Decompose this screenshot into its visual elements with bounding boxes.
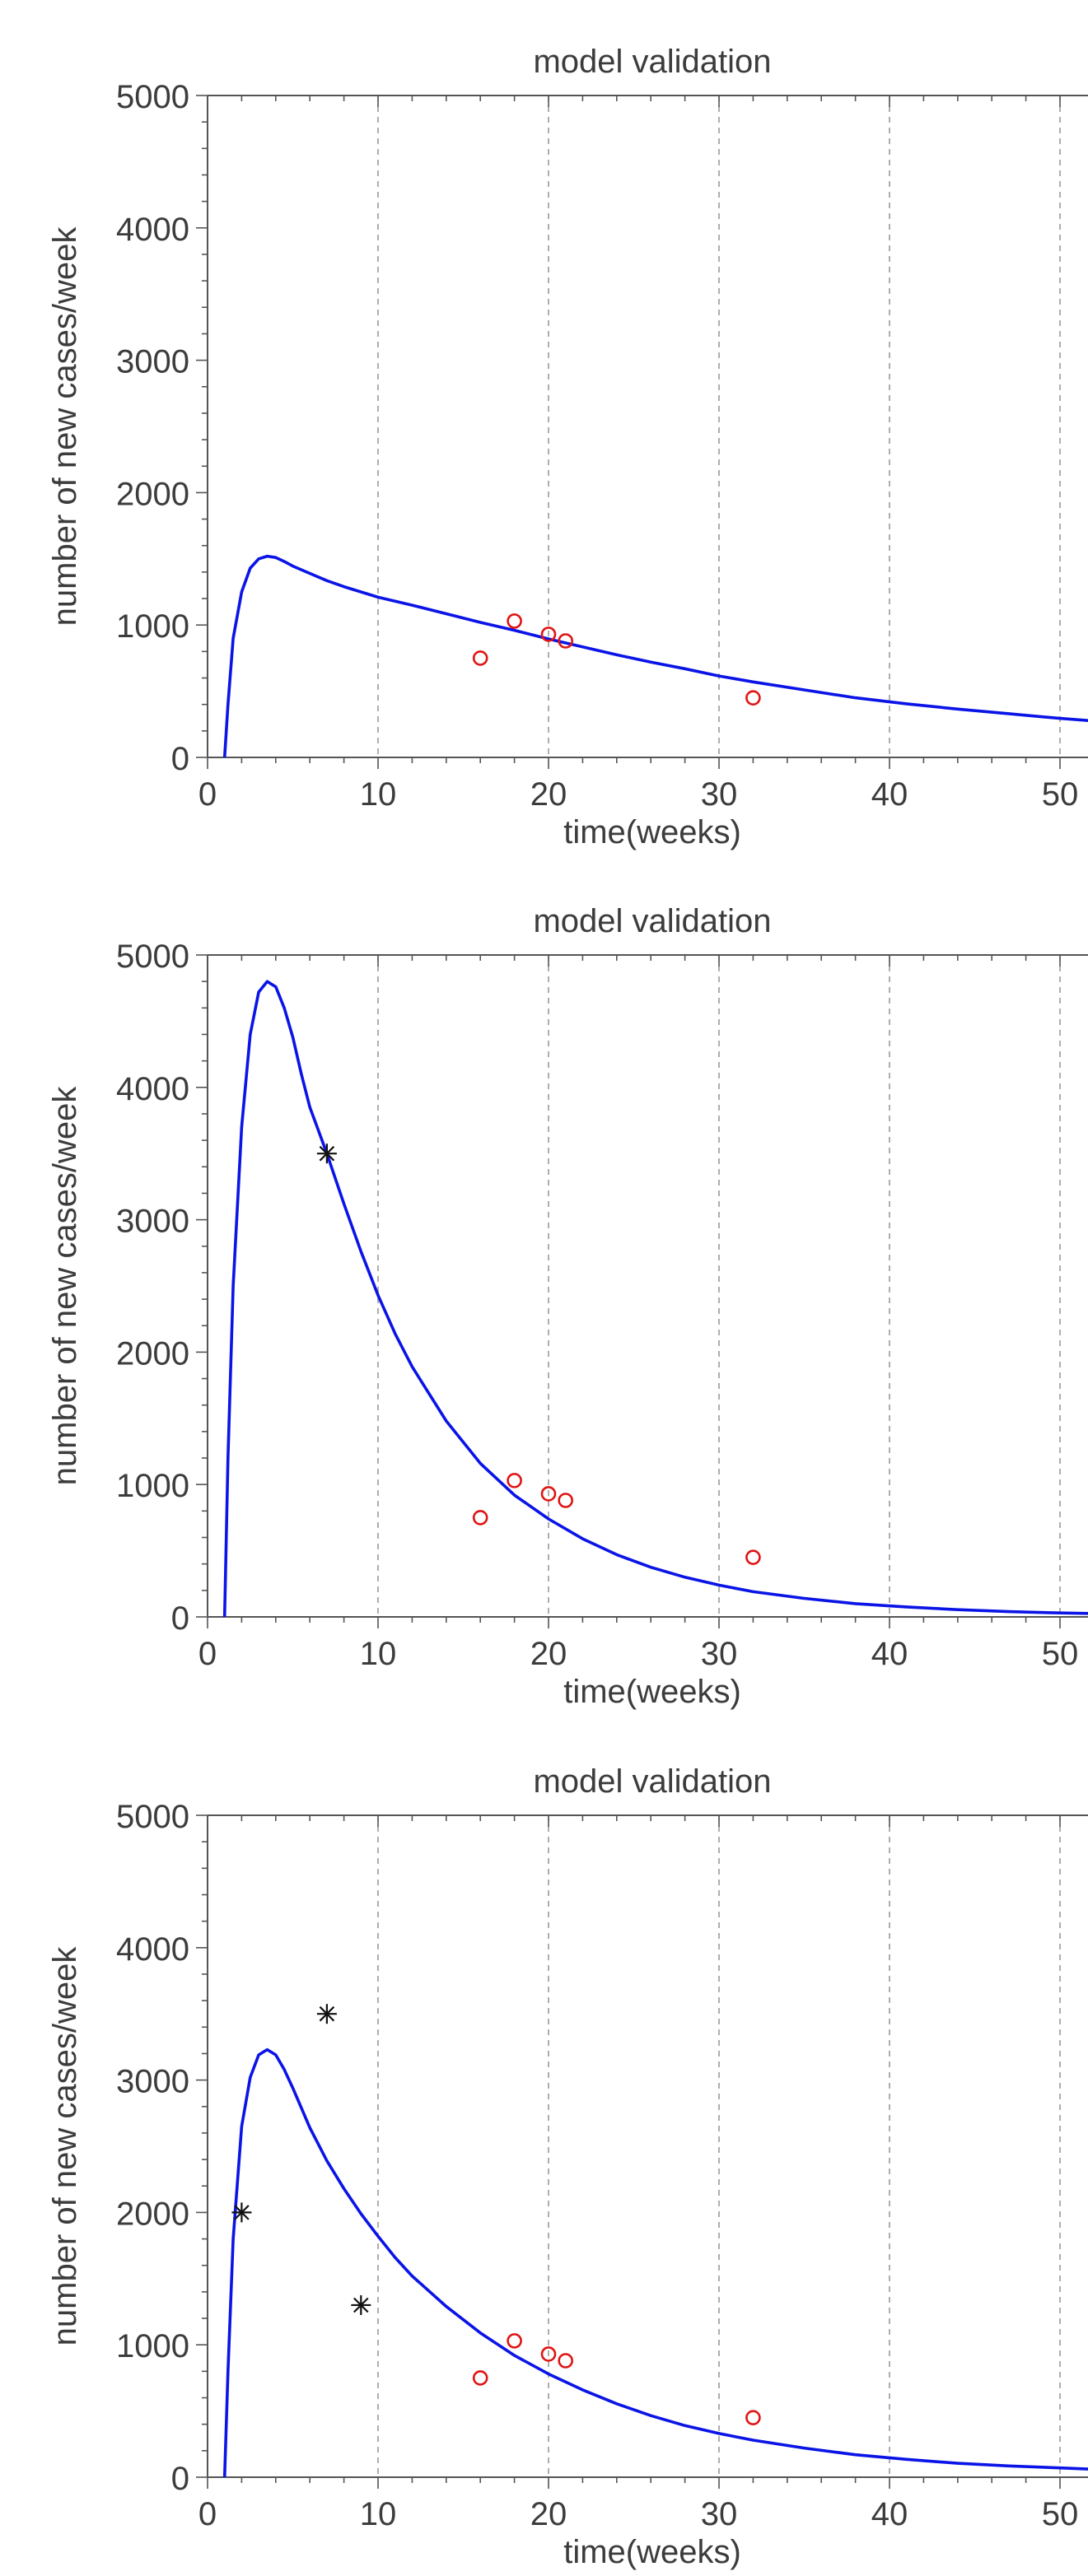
x-tick-label: 0 <box>198 2496 217 2532</box>
plot-area <box>222 554 1088 758</box>
x-tick-label: 10 <box>360 776 397 813</box>
star-point <box>316 2004 337 2024</box>
x-axis-label: time(weeks) <box>563 814 741 850</box>
x-tick-label: 10 <box>360 1636 397 1672</box>
y-tick-label: 1000 <box>116 1468 189 1504</box>
model-curve <box>222 2047 1088 2478</box>
x-tick-label: 0 <box>198 776 217 813</box>
x-tick-label: 20 <box>530 776 567 813</box>
y-tick-label: 2000 <box>116 476 189 512</box>
chart-2: 0 1000 2000 3000 4000 5000 0 10 20 30 40 50 model va… <box>47 903 1088 1710</box>
x-tick-label: 50 <box>1042 776 1079 813</box>
observed-point <box>507 2333 522 2349</box>
observed-point <box>472 1510 488 1526</box>
chart-title: model validation <box>533 903 771 939</box>
y-tick-label: 4000 <box>116 212 189 248</box>
grid-lines <box>377 955 1061 1617</box>
x-tick-label: 30 <box>701 776 738 813</box>
star-point <box>231 2202 252 2223</box>
observed-point <box>540 627 557 642</box>
y-tick-label: 0 <box>171 1600 189 1637</box>
y-tick-label: 4000 <box>116 1071 189 1107</box>
observed-point <box>472 2370 488 2386</box>
x-tick-label: 40 <box>871 2496 908 2532</box>
y-axis-label: number of new cases/week <box>47 1086 83 1486</box>
observed-point <box>558 2353 574 2369</box>
chart-3: 0 1000 2000 3000 4000 5000 0 10 20 30 40 50 model va… <box>47 1763 1088 2570</box>
x-tick-label: 50 <box>1042 2496 1079 2532</box>
star-point <box>351 2294 371 2315</box>
y-tick-label: 3000 <box>116 344 189 380</box>
x-axis-label: time(weeks) <box>563 1674 741 1710</box>
x-tick-label: 20 <box>530 1636 567 1672</box>
grid-lines <box>377 95 1061 757</box>
y-tick-label: 5000 <box>116 1799 189 1835</box>
y-tick-label: 5000 <box>116 79 189 115</box>
x-tick-label: 0 <box>198 1636 217 1672</box>
x-tick-label: 20 <box>530 2496 567 2532</box>
plot-area <box>222 980 1088 1618</box>
chart-title: model validation <box>533 44 771 80</box>
x-tick-label: 10 <box>360 2496 397 2532</box>
observed-point <box>745 690 761 706</box>
observed-point <box>472 650 488 666</box>
observed-point <box>507 1473 522 1488</box>
y-tick-label: 0 <box>171 2461 189 2497</box>
x-tick-label: 50 <box>1042 1636 1079 1672</box>
observed-point <box>540 1486 557 1502</box>
y-tick-label: 3000 <box>116 2064 189 2100</box>
x-tick-label: 40 <box>871 1636 908 1672</box>
y-tick-label: 2000 <box>116 1335 189 1372</box>
y-tick-label: 0 <box>171 741 189 777</box>
chart-1: 0 1000 2000 3000 4000 5000 0 10 20 30 40 50 model va… <box>47 44 1088 850</box>
observed-point <box>745 2410 761 2425</box>
x-tick-label: 30 <box>701 2496 738 2532</box>
x-tick-label: 30 <box>701 1636 738 1672</box>
plot-area <box>222 2004 1088 2478</box>
observed-point <box>558 633 574 649</box>
observed-point <box>558 1493 574 1508</box>
observed-point <box>507 613 522 629</box>
y-tick-label: 4000 <box>116 1931 189 1968</box>
y-axis-label: number of new cases/week <box>47 1946 83 2346</box>
observed-point <box>745 1549 761 1565</box>
x-axis-label: time(weeks) <box>563 2534 741 2570</box>
y-axis-label: number of new cases/week <box>47 226 83 627</box>
grid-lines <box>377 1815 1061 2477</box>
y-tick-label: 1000 <box>116 2328 189 2364</box>
x-tick-label: 40 <box>871 776 908 813</box>
y-tick-label: 1000 <box>116 608 189 645</box>
y-tick-label: 5000 <box>116 939 189 975</box>
chart-title: model validation <box>533 1763 771 1800</box>
y-tick-label: 2000 <box>116 2196 189 2232</box>
observed-point <box>540 2346 557 2362</box>
star-point <box>316 1144 337 1164</box>
y-tick-label: 3000 <box>116 1204 189 1240</box>
model-curve <box>222 980 1088 1618</box>
model-curve <box>222 554 1088 758</box>
